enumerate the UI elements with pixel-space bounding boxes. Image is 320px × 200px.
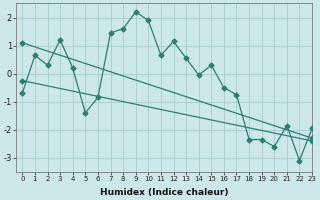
X-axis label: Humidex (Indice chaleur): Humidex (Indice chaleur) (100, 188, 228, 197)
